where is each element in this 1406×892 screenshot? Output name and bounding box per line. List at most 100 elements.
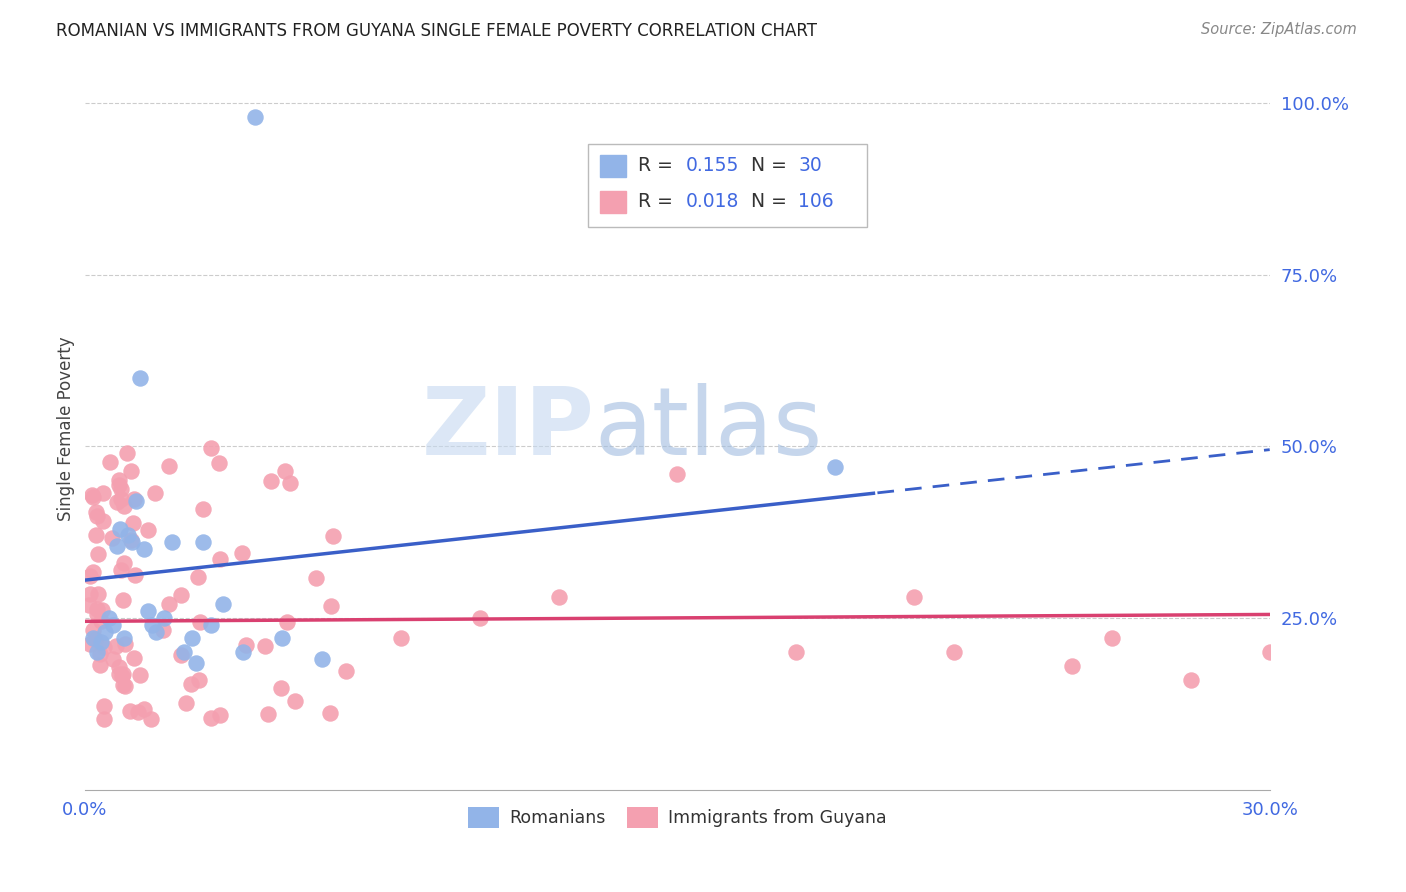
Point bbox=[160, 535, 183, 549]
Bar bbox=[600, 191, 627, 212]
Point bbox=[200, 711, 222, 725]
Point bbox=[112, 499, 135, 513]
Point bbox=[1101, 632, 1123, 646]
Point bbox=[120, 533, 142, 547]
Point bbox=[111, 667, 134, 681]
Point bbox=[108, 659, 131, 673]
Point bbox=[111, 592, 134, 607]
Text: N =: N = bbox=[751, 156, 793, 176]
Point bbox=[311, 652, 333, 666]
Legend: Romanians, Immigrants from Guyana: Romanians, Immigrants from Guyana bbox=[461, 800, 894, 835]
Text: R =: R = bbox=[638, 193, 679, 211]
Point bbox=[136, 604, 159, 618]
Point bbox=[87, 587, 110, 601]
Point bbox=[118, 704, 141, 718]
Point bbox=[101, 531, 124, 545]
Point bbox=[79, 587, 101, 601]
Point bbox=[127, 705, 149, 719]
Point bbox=[86, 607, 108, 621]
Point bbox=[157, 459, 180, 474]
Point bbox=[468, 611, 491, 625]
Point bbox=[122, 516, 145, 531]
Point bbox=[1180, 673, 1202, 687]
Point bbox=[125, 494, 148, 508]
Bar bbox=[600, 155, 627, 177]
Point bbox=[83, 632, 105, 646]
Point bbox=[271, 632, 294, 646]
Point bbox=[153, 611, 176, 625]
Point bbox=[208, 707, 231, 722]
Y-axis label: Single Female Poverty: Single Female Poverty bbox=[58, 337, 75, 521]
Point bbox=[180, 677, 202, 691]
Point bbox=[124, 650, 146, 665]
Point bbox=[110, 522, 132, 536]
Point bbox=[209, 551, 232, 566]
Point bbox=[117, 446, 139, 460]
Point bbox=[84, 505, 107, 519]
Point bbox=[90, 603, 112, 617]
Point bbox=[180, 632, 202, 646]
Point bbox=[188, 673, 211, 687]
Text: 30: 30 bbox=[799, 156, 823, 176]
Point bbox=[1258, 645, 1281, 659]
Point bbox=[101, 617, 124, 632]
Point bbox=[305, 571, 328, 585]
Point bbox=[666, 467, 689, 481]
Point bbox=[77, 599, 100, 613]
Point bbox=[942, 645, 965, 659]
Point bbox=[120, 464, 142, 478]
Point bbox=[193, 535, 215, 549]
Text: Source: ZipAtlas.com: Source: ZipAtlas.com bbox=[1201, 22, 1357, 37]
Point bbox=[110, 482, 132, 496]
Point bbox=[90, 635, 112, 649]
Point bbox=[93, 712, 115, 726]
Text: 106: 106 bbox=[799, 193, 834, 211]
Point bbox=[284, 694, 307, 708]
Point bbox=[112, 632, 135, 646]
Point bbox=[184, 656, 207, 670]
Point bbox=[93, 698, 115, 713]
Point bbox=[82, 623, 104, 637]
Point bbox=[98, 455, 121, 469]
Point bbox=[121, 535, 143, 549]
Point bbox=[173, 645, 195, 659]
Point bbox=[138, 523, 160, 537]
Point bbox=[107, 473, 129, 487]
Point bbox=[124, 567, 146, 582]
Point bbox=[79, 637, 101, 651]
Point bbox=[212, 597, 235, 611]
Point bbox=[114, 679, 136, 693]
Point bbox=[322, 529, 344, 543]
Point bbox=[82, 565, 104, 579]
Point bbox=[259, 474, 281, 488]
Point bbox=[89, 647, 111, 661]
Point bbox=[274, 464, 297, 478]
Point bbox=[105, 495, 128, 509]
Point bbox=[89, 657, 111, 672]
Point bbox=[243, 110, 266, 124]
Point bbox=[105, 539, 128, 553]
Point bbox=[389, 632, 412, 646]
FancyBboxPatch shape bbox=[589, 145, 868, 227]
Point bbox=[86, 508, 108, 523]
Point bbox=[110, 668, 132, 682]
Text: R =: R = bbox=[638, 156, 679, 176]
Point bbox=[270, 681, 292, 695]
Point bbox=[82, 491, 104, 505]
Point bbox=[143, 485, 166, 500]
Point bbox=[93, 640, 115, 654]
Point bbox=[122, 491, 145, 506]
Point bbox=[79, 569, 101, 583]
Point bbox=[547, 591, 569, 605]
Point bbox=[191, 502, 214, 516]
Point bbox=[319, 599, 342, 613]
Point bbox=[208, 456, 231, 470]
Point bbox=[174, 697, 197, 711]
Point bbox=[82, 488, 104, 502]
Point bbox=[129, 667, 152, 681]
Point bbox=[91, 486, 114, 500]
Point bbox=[141, 617, 163, 632]
Point bbox=[91, 514, 114, 528]
Point bbox=[276, 615, 298, 629]
Point bbox=[145, 624, 167, 639]
